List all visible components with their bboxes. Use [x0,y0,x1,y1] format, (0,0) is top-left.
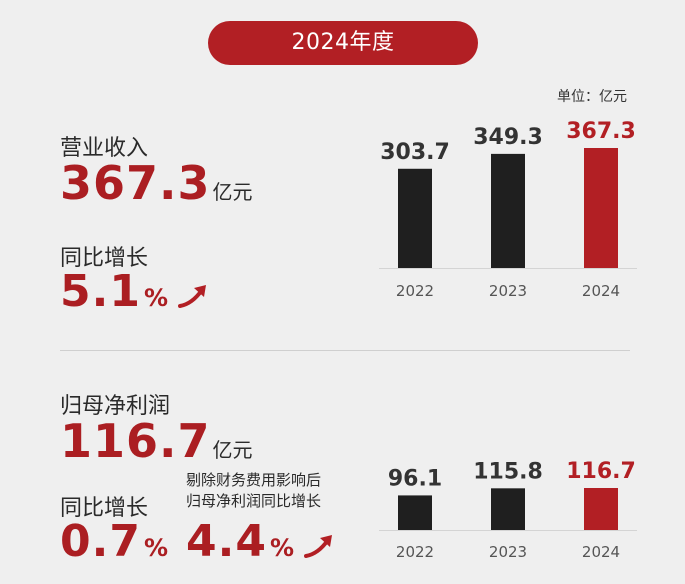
revenue-value-label-2024: 367.3 [566,119,636,144]
adjusted-growth-unit: % [269,534,294,562]
adjusted-note-line1: 剔除财务费用影响后 [186,471,322,489]
trend-up-arrow-icon [303,535,332,558]
revenue-bar-chart: 303.7 2022 349.3 2023 367.3 2024 [379,119,637,300]
revenue-year-label-2023: 2023 [489,282,527,300]
profit-label: 归母净利润 [60,394,171,419]
revenue-bar-2024 [584,148,618,268]
revenue-growth-unit: % [143,284,168,312]
trend-up-arrow-icon [177,285,206,308]
unit-label: 单位：亿元 [557,89,627,105]
revenue-growth-number: 5.1 [60,266,141,317]
section-divider [60,350,630,351]
revenue-bar-2023 [491,153,525,268]
profit-value-label-2022: 96.1 [388,466,442,491]
profit-value-unit: 亿元 [212,438,253,462]
revenue-value-unit: 亿元 [212,180,253,204]
adjusted-growth: 4.4% [186,516,334,567]
revenue-year-label-2022: 2022 [396,282,434,300]
period-badge: 2024年度 [208,21,478,65]
adjusted-growth-number: 4.4 [186,516,267,567]
profit-year-label-2022: 2022 [396,543,434,561]
revenue-label: 营业收入 [60,136,149,161]
revenue-value: 367.3 亿元 [60,156,253,210]
adjusted-note-line2: 归母净利润同比增长 [186,492,322,510]
profit-value-label-2023: 115.8 [473,459,543,484]
revenue-year-label-2024: 2024 [582,282,620,300]
revenue-value-label-2023: 349.3 [473,125,543,150]
profit-year-label-2024: 2024 [582,543,620,561]
revenue-value-label-2022: 303.7 [380,140,450,165]
revenue-growth: 5.1% [60,266,208,317]
profit-growth-unit: % [143,534,168,562]
profit-value-label-2024: 116.7 [566,459,636,484]
profit-value: 116.7 亿元 [60,414,253,468]
profit-bar-2022 [398,495,432,530]
adjusted-growth-note: 剔除财务费用影响后 归母净利润同比增长 [186,470,321,512]
profit-bar-2024 [584,488,618,530]
profit-growth: 0.7% [60,516,168,567]
profit-growth-label: 同比增长 [60,496,149,521]
profit-bar-2023 [491,488,525,530]
revenue-growth-label: 同比增长 [60,246,149,271]
profit-bar-chart: 96.1 2022 115.8 2023 116.7 2024 [379,459,637,561]
profit-year-label-2023: 2023 [489,543,527,561]
revenue-value-number: 367.3 [60,156,211,210]
revenue-bar-2022 [398,168,432,268]
profit-growth-number: 0.7 [60,516,141,567]
profit-value-number: 116.7 [60,414,211,468]
